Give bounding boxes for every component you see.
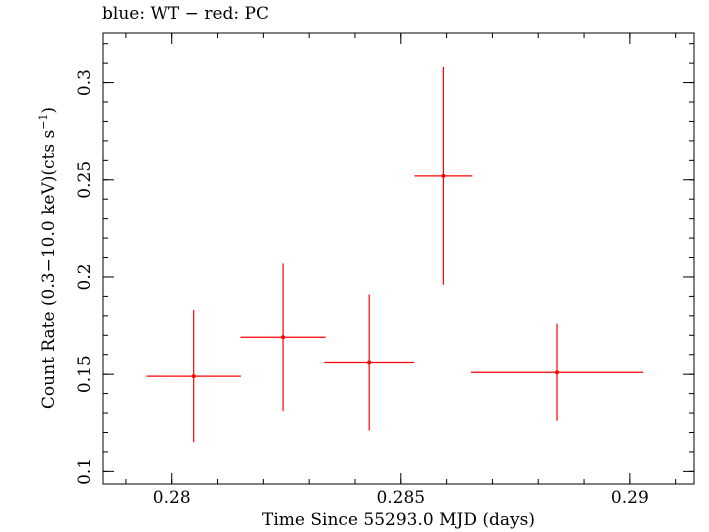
data-point: [191, 374, 196, 379]
y-axis-label-close: ): [39, 106, 59, 114]
minor-ticks: [103, 33, 694, 484]
data-point: [367, 360, 372, 365]
data-points: [146, 67, 644, 443]
y-axis-label-main: Count Rate (0.3−10.0 keV)(cts s: [39, 129, 59, 410]
tick-labels: 0.28 0.285 0.29 0.1 0.15 0.2 0.25 0.3: [75, 69, 649, 508]
data-point: [555, 370, 560, 375]
y-tick-label: 0.2: [75, 263, 95, 290]
x-tick-label: 0.285: [376, 488, 425, 508]
y-tick-label: 0.1: [75, 458, 95, 485]
y-tick-label: 0.25: [75, 161, 95, 199]
chart-title: blue: WT − red: PC: [102, 4, 269, 24]
x-axis-label: Time Since 55293.0 MJD (days): [262, 510, 535, 530]
data-point: [281, 335, 286, 340]
data-point: [441, 173, 446, 178]
x-tick-label: 0.28: [153, 488, 191, 508]
y-tick-label: 0.15: [75, 355, 95, 393]
y-axis-label: Count Rate (0.3−10.0 keV)(cts s−1): [37, 107, 59, 409]
major-ticks: [103, 33, 694, 484]
plot-frame: [102, 32, 695, 485]
y-axis-label-exponent: −1: [37, 113, 50, 130]
x-tick-label: 0.29: [611, 488, 649, 508]
y-tick-label: 0.3: [75, 69, 95, 96]
